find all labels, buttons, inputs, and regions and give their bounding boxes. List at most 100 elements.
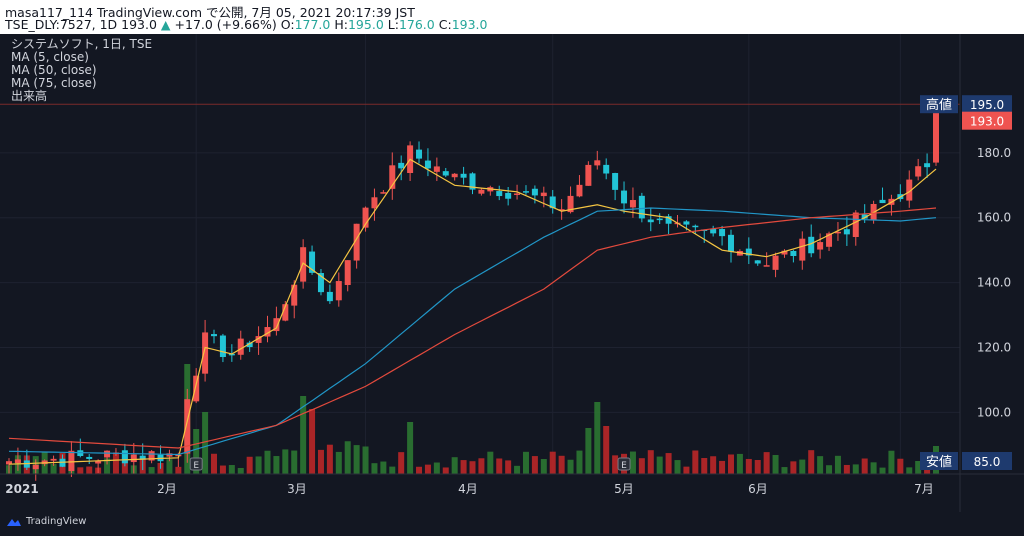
volume-bar — [362, 446, 369, 474]
candle-body — [549, 196, 556, 209]
candle-body — [50, 458, 57, 461]
volume-bar — [380, 461, 387, 474]
volume-bar — [781, 467, 788, 474]
candle-body — [585, 164, 592, 186]
candle-body — [852, 212, 859, 238]
y-tick-label: 120.0 — [977, 340, 1011, 354]
volume-bar — [897, 458, 904, 474]
publish-info: masa117_114 TradingView.com で公開, 7月 05, … — [5, 5, 415, 20]
close-label: C: — [438, 17, 452, 32]
candle-body — [576, 184, 583, 197]
candle-body — [469, 173, 476, 190]
footer: TradingView — [0, 512, 1024, 536]
volume-bar — [861, 458, 868, 474]
volume-bar — [335, 451, 342, 474]
candle-body — [41, 460, 48, 465]
candle-body — [362, 207, 369, 228]
chart-area[interactable]: E E 180.0 160.0 140.0 120.0 100.0 高値 195.0 193.0 安… — [0, 34, 1024, 524]
candle-body — [683, 221, 690, 225]
volume-bar — [567, 459, 574, 474]
price-chart[interactable]: E E 180.0 160.0 140.0 120.0 100.0 高値 195.0 193.0 安… — [0, 34, 1024, 512]
volume-bar — [50, 463, 57, 474]
price-tag-value: 195.0 — [970, 98, 1004, 112]
legend-ma50[interactable]: MA (50, close) — [11, 63, 97, 77]
candle-body — [211, 334, 218, 337]
high-value: 195.0 — [347, 17, 384, 32]
candle-body — [924, 163, 931, 168]
volume-bar — [727, 454, 734, 474]
volume-bar — [433, 462, 440, 474]
change-arrow-icon: ▲ — [160, 17, 171, 32]
volume-bar — [834, 455, 841, 474]
volume-bar — [478, 458, 485, 474]
price-tag-name: 安値 — [926, 454, 952, 470]
volume-bar — [112, 453, 119, 474]
candle-body — [612, 173, 619, 190]
candle-body — [834, 231, 841, 234]
event-marker-label: E — [193, 461, 199, 471]
legend-ma75[interactable]: MA (75, close) — [11, 76, 97, 90]
candle-body — [442, 171, 449, 176]
volume-bar — [594, 402, 601, 474]
volume-bar — [683, 466, 690, 474]
price-tag-value: 85.0 — [974, 455, 1001, 469]
volume-bar — [416, 466, 423, 474]
candle-body — [817, 242, 824, 250]
candle-body — [202, 332, 209, 374]
candle-body — [32, 464, 39, 470]
volume-bar — [710, 456, 717, 474]
low-label: L: — [387, 17, 399, 32]
candle-body — [389, 165, 396, 189]
candle-body — [6, 461, 12, 465]
y-tick-label: 160.0 — [977, 211, 1011, 225]
volume-bar — [906, 467, 913, 474]
candle-body — [754, 260, 761, 264]
volume-bar — [879, 467, 886, 474]
ohlc-line: TSE_DLY:7527, 1D 193.0 ▲ +17.0 (+9.66%) … — [5, 17, 487, 32]
legend-title[interactable]: システムソフト, 1日, TSE — [11, 37, 153, 51]
volume-bar — [817, 456, 824, 474]
tradingview-logo[interactable]: TradingView — [6, 516, 86, 527]
volume-bar — [424, 464, 431, 474]
volume-bar — [745, 458, 752, 474]
volume-bar — [852, 464, 859, 474]
candle-body — [629, 200, 636, 208]
y-tick-label: 140.0 — [977, 276, 1011, 290]
candle-body — [710, 229, 717, 234]
volume-bar — [826, 465, 833, 474]
candle-body — [398, 162, 405, 169]
candle-body — [558, 209, 565, 211]
candle-body — [255, 336, 262, 343]
volume-bar — [799, 459, 806, 474]
volume-bar — [326, 444, 333, 474]
volume-bar — [843, 464, 850, 474]
candle-body — [246, 342, 253, 348]
volume-bar — [585, 428, 592, 474]
candle-body — [237, 338, 244, 355]
volume-bar — [104, 458, 111, 474]
candle-body — [166, 453, 173, 457]
candle-body — [326, 291, 333, 302]
price-tag-value: 193.0 — [970, 115, 1004, 129]
candle-body — [478, 189, 485, 194]
candle-body — [522, 191, 529, 193]
volume-bar — [549, 451, 556, 474]
candle-body — [843, 229, 850, 235]
candle-body — [104, 450, 111, 458]
candle-body — [317, 273, 324, 293]
volume-bar — [442, 467, 449, 474]
candle-body — [371, 197, 378, 209]
legend-volume[interactable]: 出来高 — [11, 89, 48, 103]
volume-bar — [736, 453, 743, 474]
candle-body — [505, 192, 512, 199]
candle-body — [424, 160, 431, 169]
volume-bar — [451, 457, 458, 474]
volume-bar — [219, 465, 226, 474]
volume-bar — [772, 455, 779, 474]
legend-ma5[interactable]: MA (5, close) — [11, 50, 89, 64]
candle-body — [603, 164, 610, 174]
candle-body — [727, 234, 734, 252]
volume-bar — [398, 452, 405, 474]
volume-bar — [522, 451, 529, 474]
x-tick-label: 3月 — [287, 482, 307, 496]
